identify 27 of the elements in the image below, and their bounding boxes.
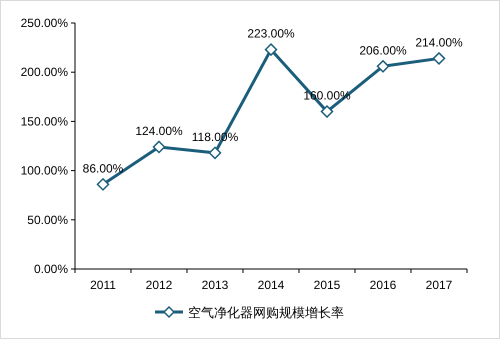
point bbox=[208, 146, 222, 160]
point bbox=[152, 140, 166, 154]
x-tick-label: 2014 bbox=[258, 278, 285, 292]
legend-label: 空气净化器网购规模增长率 bbox=[188, 305, 344, 320]
x-tick-label: 2016 bbox=[370, 278, 397, 292]
x-tick-label: 2013 bbox=[202, 278, 229, 292]
legend: 空气净化器网购规模增长率 bbox=[155, 305, 344, 320]
point bbox=[376, 60, 390, 73]
x-tick-label: 2011 bbox=[90, 278, 116, 292]
data-label: 206.00% bbox=[359, 43, 408, 58]
y-tick-label: 250.00% bbox=[20, 16, 68, 30]
data-label: 214.00% bbox=[415, 35, 464, 50]
y-tick-label: 150.00% bbox=[20, 114, 68, 128]
y-tick-label: 0.00% bbox=[34, 262, 68, 276]
data-label: 124.00% bbox=[135, 124, 184, 138]
y-tick-label: 100.00% bbox=[20, 164, 68, 178]
point bbox=[264, 43, 278, 56]
point bbox=[320, 105, 334, 118]
y-tick-label: 50.00% bbox=[27, 212, 68, 227]
x-tick-label: 2017 bbox=[426, 278, 453, 292]
data-label: 223.00% bbox=[247, 26, 296, 41]
data-label: 86.00% bbox=[82, 161, 124, 176]
point bbox=[96, 178, 110, 191]
x-tick-label: 2012 bbox=[146, 278, 173, 292]
y-tick-label: 200.00% bbox=[20, 65, 68, 80]
point bbox=[432, 52, 446, 65]
x-tick-label: 2015 bbox=[314, 278, 341, 292]
